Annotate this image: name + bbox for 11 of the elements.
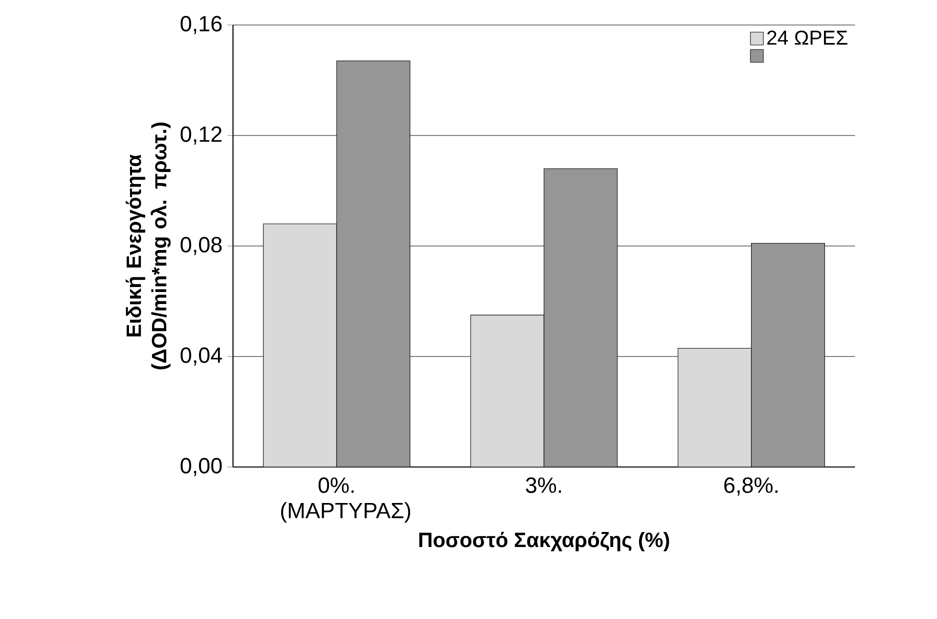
x-axis-title: Ποσοστό Σακχαρόζης (%) [419,532,670,552]
y-tick-label: 0,00 [180,458,222,476]
y-tick-label: 0,16 [180,16,222,34]
y-tick-label: 0,12 [180,126,222,145]
x-tick-label: 3%. [526,477,561,493]
legend-label: 24 ΩΡΕΣ [767,30,848,45]
x-tick-label: 0%. (ΜΑΡΤΥΡΑΣ) [281,477,410,523]
x-tick-label: 6,8%. [724,477,778,496]
y-axis-title: Ειδική Ενεργότητα (ΔOD/min*mg ολ. πρωτ.) [126,122,171,370]
y-tick-label: 0,04 [180,347,222,366]
y-tick-label: 0,08 [180,236,222,256]
